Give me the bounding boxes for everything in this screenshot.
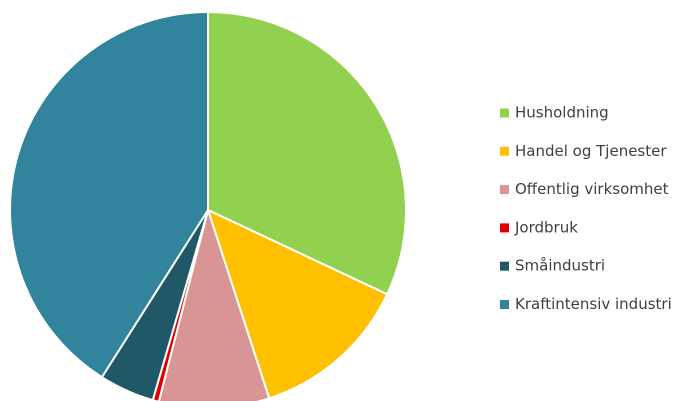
legend-swatch bbox=[500, 261, 509, 271]
legend-label: Kraftintensiv industri bbox=[515, 295, 672, 313]
legend-label: Offentlig virksomhet bbox=[515, 180, 669, 198]
legend-swatch bbox=[500, 185, 509, 195]
pie-slice bbox=[207, 10, 407, 296]
pie-slice bbox=[157, 206, 271, 401]
legend-label: Jordbruk bbox=[514, 218, 578, 236]
legend-swatch bbox=[500, 223, 509, 233]
legend-label: Husholdning bbox=[515, 104, 609, 122]
legend-label: Småindustri bbox=[515, 257, 605, 275]
legend-swatch bbox=[500, 146, 509, 156]
legend-swatch bbox=[500, 108, 509, 118]
legend-swatch bbox=[500, 300, 509, 309]
pie-slice bbox=[206, 208, 389, 400]
pie-slice bbox=[9, 10, 209, 379]
legend-label: Handel og Tjenester bbox=[515, 142, 667, 160]
